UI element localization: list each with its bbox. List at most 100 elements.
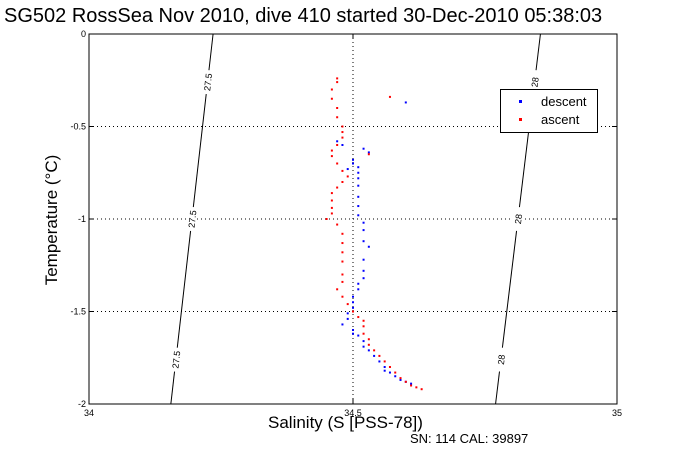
isopycnal-label-bg bbox=[528, 69, 542, 95]
isopycnal-label-group: 27.5 bbox=[201, 69, 214, 95]
ascent-point bbox=[336, 223, 339, 226]
descent-point bbox=[352, 301, 354, 304]
legend-label: descent bbox=[541, 94, 587, 109]
ascent-point bbox=[336, 107, 339, 109]
x-tick-label: 34 bbox=[84, 408, 94, 418]
ascent-point bbox=[341, 280, 344, 283]
descent-marker-icon bbox=[519, 100, 522, 103]
ascent-point bbox=[404, 380, 407, 383]
y-tick-label: 0 bbox=[81, 29, 86, 39]
descent-point bbox=[378, 360, 381, 363]
ascent-point bbox=[346, 303, 349, 306]
isopycnal-label-bg bbox=[494, 347, 508, 373]
x-tick-label: 35 bbox=[612, 408, 622, 418]
legend-label: ascent bbox=[541, 112, 580, 127]
descent-point bbox=[404, 101, 407, 104]
descent-point bbox=[352, 332, 354, 335]
x-axis-label: Salinity (S [PSS-78]) bbox=[268, 413, 423, 432]
descent-point bbox=[352, 295, 354, 298]
ascent-point bbox=[410, 384, 413, 387]
isopycnal-label-bg bbox=[169, 347, 183, 373]
descent-point bbox=[367, 349, 370, 352]
isopycnal-label: 27.5 bbox=[202, 73, 214, 92]
descent-point bbox=[362, 229, 365, 232]
ascent-point bbox=[341, 181, 344, 183]
ascent-point bbox=[388, 95, 391, 98]
ascent-point bbox=[330, 206, 333, 209]
y-axis-label: Temperature (°C) bbox=[42, 154, 61, 286]
descent-point bbox=[383, 366, 386, 368]
descent-point bbox=[362, 221, 365, 224]
ascent-point bbox=[336, 186, 339, 189]
descent-point bbox=[357, 282, 360, 285]
descent-point bbox=[362, 340, 365, 343]
isopycnal-label-bg bbox=[511, 206, 525, 232]
descent-point bbox=[341, 323, 344, 326]
descent-point bbox=[388, 371, 391, 374]
ascent-point bbox=[415, 386, 418, 389]
serial-caption: SN: 114 CAL: 39897 bbox=[410, 431, 529, 446]
descent-point bbox=[399, 378, 402, 381]
legend-item-descent: descent bbox=[501, 94, 597, 110]
descent-point bbox=[362, 277, 365, 280]
ascent-point bbox=[330, 97, 333, 100]
descent-point bbox=[357, 195, 360, 198]
ascent-point bbox=[341, 260, 344, 263]
ascent-point bbox=[357, 316, 360, 319]
isopycnal-label-group: 28 bbox=[494, 347, 508, 373]
isopycnal-label-bg bbox=[201, 69, 214, 95]
descent-point bbox=[357, 334, 360, 337]
descent-point bbox=[367, 245, 370, 248]
descent-point bbox=[410, 382, 413, 385]
descent-point bbox=[352, 329, 354, 331]
ascent-point bbox=[330, 88, 333, 91]
descent-point bbox=[362, 345, 365, 348]
ascent-point bbox=[367, 338, 370, 341]
ascent-point bbox=[330, 192, 333, 195]
ascent-point bbox=[341, 136, 344, 139]
ascent-point bbox=[362, 332, 365, 335]
ascent-point bbox=[330, 212, 333, 215]
ascent-point bbox=[341, 125, 344, 128]
chart-title: SG502 RossSea Nov 2010, dive 410 started… bbox=[4, 5, 603, 27]
y-tick-label: -2 bbox=[78, 399, 86, 409]
y-tick-label: -0.5 bbox=[70, 122, 86, 132]
descent-point bbox=[357, 205, 360, 208]
descent-point bbox=[357, 288, 360, 291]
chart-legend: descent ascent bbox=[500, 89, 598, 133]
ascent-point bbox=[420, 388, 423, 391]
ascent-point bbox=[336, 144, 339, 146]
isopycnal-label-group: 28 bbox=[528, 69, 542, 95]
data-points bbox=[325, 77, 423, 391]
ascent-point bbox=[325, 218, 328, 220]
ascent-point bbox=[341, 169, 344, 172]
ascent-point bbox=[341, 131, 344, 134]
descent-point bbox=[352, 162, 354, 165]
descent-point bbox=[336, 140, 339, 143]
isopycnal-contour: 27.5 27.5 27.5 bbox=[169, 33, 214, 405]
ascent-point bbox=[362, 319, 365, 322]
isopycnal-label: 28 bbox=[530, 77, 541, 88]
isopycnal-label: 27.5 bbox=[170, 350, 182, 369]
ascent-point bbox=[341, 273, 344, 276]
isopycnal-label-bg bbox=[185, 206, 199, 232]
descent-point bbox=[383, 369, 386, 372]
ascent-point bbox=[388, 366, 391, 368]
ascent-point bbox=[336, 288, 339, 291]
descent-point bbox=[352, 158, 354, 161]
ascent-point bbox=[362, 325, 365, 328]
ascent-point bbox=[346, 175, 349, 178]
descent-point bbox=[362, 258, 365, 261]
legend-item-ascent: ascent bbox=[501, 112, 597, 128]
descent-point bbox=[357, 166, 360, 169]
descent-point bbox=[352, 306, 354, 309]
isopycnal-lines: 27.5 27.5 27.5 28 28 28 bbox=[169, 33, 542, 405]
ascent-point bbox=[336, 77, 339, 80]
descent-point bbox=[346, 168, 349, 171]
descent-point bbox=[346, 312, 349, 315]
ascent-point bbox=[336, 81, 339, 84]
ascent-point bbox=[330, 199, 333, 202]
descent-point bbox=[346, 317, 349, 320]
ascent-point bbox=[367, 343, 370, 346]
descent-point bbox=[357, 171, 360, 174]
